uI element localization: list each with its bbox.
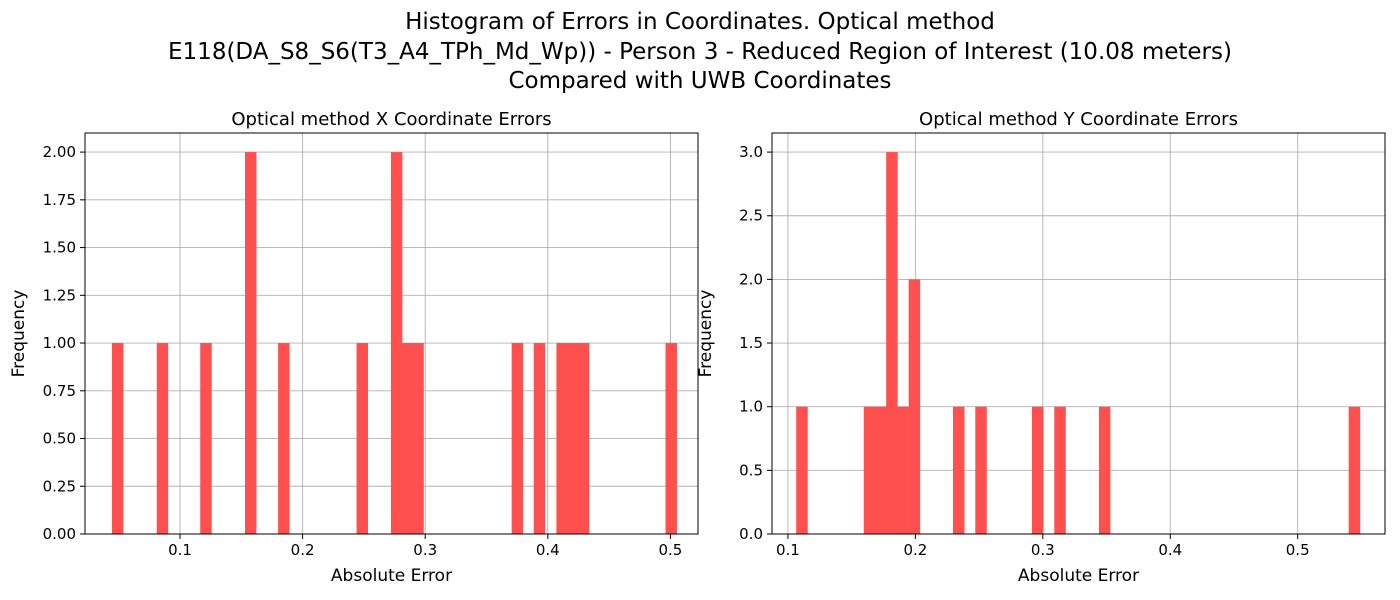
histogram-bar xyxy=(200,343,212,534)
y-tick-label: 1.75 xyxy=(43,191,76,209)
histogram-bar xyxy=(908,279,921,534)
y-tick-label: 3.0 xyxy=(739,143,763,161)
y-tick-label: 0.0 xyxy=(739,525,763,543)
histogram-bar xyxy=(556,343,568,534)
panel-y-errors: 0.1 0.2 0.3 0.4 0.5 0.0 0.5 1.0 1.5 2.0 2.5 3.0 Opt… xyxy=(696,109,1386,586)
y-tick-label: 0.75 xyxy=(43,382,76,400)
histogram-bar xyxy=(796,406,808,534)
histogram-bar xyxy=(401,343,413,534)
suptitle-line-3: Compared with UWB Coordinates xyxy=(508,68,892,94)
y-axis-label-y: Frequency xyxy=(696,290,716,378)
y-tick-label: 1.00 xyxy=(43,334,76,352)
histogram-bar xyxy=(1031,406,1044,534)
histogram-bar xyxy=(244,152,257,534)
axes-frame-x xyxy=(84,132,699,535)
histogram-bar xyxy=(952,406,965,534)
histogram-bar xyxy=(1054,406,1066,534)
histogram-bar xyxy=(897,406,909,534)
histogram-bar xyxy=(975,406,987,534)
histogram-bar xyxy=(886,152,898,534)
x-tick-label: 0.4 xyxy=(536,541,560,559)
chart-title-x: Optical method X Coordinate Errors xyxy=(231,109,551,130)
x-axis-label-y: Absolute Error xyxy=(1018,566,1139,586)
x-tick-label: 0.2 xyxy=(903,541,927,559)
y-tick-label: 1.25 xyxy=(43,286,76,304)
x-tick-label: 0.2 xyxy=(291,541,315,559)
histogram-bar xyxy=(278,343,290,534)
histogram-bar xyxy=(1098,406,1111,534)
y-tick-label: 2.0 xyxy=(739,270,763,288)
y-tick-label: 2.00 xyxy=(43,143,76,161)
y-axis-label-x: Frequency xyxy=(9,290,29,378)
y-tick-label: 1.50 xyxy=(43,239,76,257)
histogram-bar xyxy=(156,343,169,534)
x-tick-label: 0.3 xyxy=(1031,541,1055,559)
histogram-bar xyxy=(863,406,876,534)
y-tick-label: 0.00 xyxy=(43,525,76,543)
figure-suptitle: Histogram of Errors in Coordinates. Opti… xyxy=(0,8,1400,97)
histogram-bar xyxy=(412,343,424,534)
histogram-bar xyxy=(390,152,403,534)
y-tick-label: 0.5 xyxy=(739,461,763,479)
y-tick-label: 0.25 xyxy=(43,477,76,495)
y-tick-label: 1.0 xyxy=(739,398,763,416)
y-tick-label: 2.5 xyxy=(739,207,763,225)
histogram-bar xyxy=(577,343,590,534)
x-tick-label: 0.5 xyxy=(1286,541,1310,559)
x-tick-label: 0.4 xyxy=(1158,541,1182,559)
y-tick-label: 0.50 xyxy=(43,430,76,448)
histogram-bar xyxy=(111,343,124,534)
histogram-bar xyxy=(533,343,546,534)
histogram-bar xyxy=(665,343,677,534)
histogram-bar xyxy=(356,343,369,534)
histogram-bar xyxy=(566,343,579,534)
x-axis-label-x: Absolute Error xyxy=(331,566,452,586)
chart-title-y: Optical method Y Coordinate Errors xyxy=(919,109,1238,130)
panel-x-errors: 0.1 0.2 0.3 0.4 0.5 0.00 0.25 0.50 0.75 1.00 1.25 1… xyxy=(9,109,699,586)
y-tick-label: 1.5 xyxy=(739,334,763,352)
histogram-bar xyxy=(874,406,887,534)
histogram-bar xyxy=(511,343,524,534)
x-tick-label: 0.1 xyxy=(168,541,192,559)
x-tick-label: 0.5 xyxy=(658,541,682,559)
x-tick-label: 0.1 xyxy=(776,541,800,559)
x-tick-label: 0.3 xyxy=(413,541,437,559)
suptitle-line-1: Histogram of Errors in Coordinates. Opti… xyxy=(405,9,995,35)
axes-frame-y xyxy=(771,132,1386,535)
histogram-bar xyxy=(1348,406,1361,534)
suptitle-line-2: E118(DA_S8_S6(T3_A4_TPh_Md_Wp)) - Person… xyxy=(168,38,1232,65)
